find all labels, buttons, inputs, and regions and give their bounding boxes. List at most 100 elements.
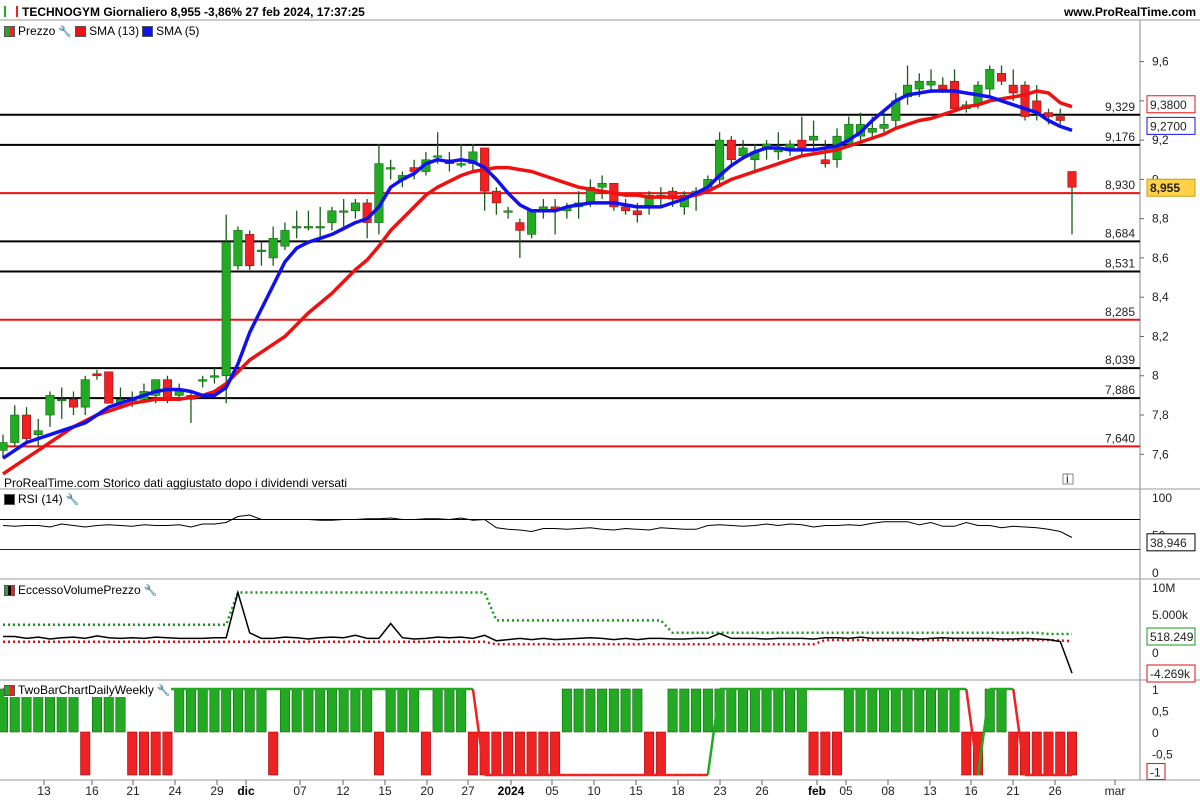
candle-down (491, 190, 501, 204)
twobar-bar-up (773, 688, 784, 733)
x-tick-label: 23 (713, 784, 727, 798)
x-tick-label: 05 (545, 784, 559, 798)
rsi-line (2, 514, 1073, 538)
twobar-bar-up (291, 688, 302, 733)
twobar-bar-down (503, 731, 514, 776)
candle-up (715, 139, 725, 180)
rsi-label[interactable]: RSI (14) (18, 492, 63, 506)
y-tick-label: 7,6 (1152, 447, 1169, 461)
x-tick-label: 13 (37, 784, 51, 798)
legend-sma13[interactable]: SMA (13) (89, 24, 140, 38)
twobar-bar-down (514, 731, 525, 776)
title-icon (4, 6, 18, 17)
last-price-label: 8,955 (1150, 181, 1180, 195)
twobar-bar-up (726, 688, 737, 733)
x-tick-label: 21 (126, 784, 140, 798)
x-tick-label: 16 (964, 784, 978, 798)
twobar-bar-down (150, 731, 161, 776)
twobar-bar-down (1067, 731, 1077, 776)
sma13-swatch-icon (75, 25, 87, 37)
volume-title: EccessoVolumePrezzo 🔧 (4, 583, 157, 597)
twobar-bar-up (197, 688, 208, 733)
volume-y-tick: 10M (1152, 581, 1175, 595)
volume-label[interactable]: EccessoVolumePrezzo (18, 583, 141, 597)
twobar-bar-up (185, 688, 196, 733)
twobar-bar-up (432, 688, 443, 733)
twobar-bar-up (667, 688, 678, 733)
twobar-bar-up (691, 688, 702, 733)
volume-wrench-icon[interactable]: 🔧 (143, 584, 158, 597)
candle-down (797, 139, 807, 149)
legend-sma5[interactable]: SMA (5) (156, 24, 200, 38)
candle-up (867, 128, 877, 133)
candle-down (621, 206, 631, 212)
twobar-bar-down (138, 731, 149, 776)
volume-upper-band (3, 591, 1072, 636)
candle-up (527, 210, 537, 235)
price-swatch-icon (4, 25, 15, 37)
legend-price[interactable]: Prezzo (18, 24, 56, 38)
candle-down (68, 399, 79, 408)
twobar-bar-up (209, 688, 220, 733)
candle-up (433, 155, 443, 158)
candle-up (926, 80, 936, 86)
candle-up (221, 241, 231, 377)
candle-up (198, 379, 208, 382)
twobar-bar-down (1008, 731, 1019, 776)
wrench-icon[interactable]: 🔧 (58, 25, 73, 38)
candle-up (292, 226, 302, 229)
x-tick-label: 12 (336, 784, 350, 798)
twobar-bar-up (738, 688, 749, 733)
twobar-bar-up (749, 688, 760, 733)
rsi-value-box (1146, 533, 1196, 552)
y-tick-label: 8,2 (1152, 329, 1169, 343)
volume-pos-label: 518.249 (1150, 630, 1194, 644)
x-tick-label: 29 (210, 784, 224, 798)
twobar-bar-up (855, 688, 866, 733)
twobar-bar-up (573, 688, 584, 733)
candle-down (21, 414, 32, 439)
last-price-label-box (1146, 178, 1196, 197)
candle-up (503, 210, 513, 213)
twobar-bar-up (350, 688, 361, 733)
twobar-y-tick: 0,5 (1152, 705, 1169, 719)
level-label: 7,886 (1105, 383, 1135, 397)
x-tick-label: 08 (881, 784, 895, 798)
candle-up (374, 163, 384, 223)
twobar-label[interactable]: TwoBarChartDailyWeekly (18, 683, 154, 697)
x-tick-label: 18 (671, 784, 685, 798)
volume-neg-label: -4.269k (1150, 667, 1191, 681)
candle-up (456, 163, 466, 166)
twobar-bar-up (397, 688, 408, 733)
twobar-bar-up (761, 688, 772, 733)
candle-up (33, 430, 43, 435)
price-note: ProRealTime.com Storico dati aggiustato … (4, 476, 348, 490)
rsi-title: RSI (14) 🔧 (4, 492, 79, 506)
twobar-bar-up (456, 688, 467, 733)
twobar-bar-up (362, 688, 373, 733)
twobar-y-tick: -0,5 (1152, 748, 1173, 762)
twobar-wrench-icon[interactable]: 🔧 (156, 684, 171, 697)
candle-up (151, 379, 161, 396)
twobar-bar-down (373, 731, 384, 776)
site-link[interactable]: www.ProRealTime.com (1063, 5, 1196, 19)
twobar-bar-down (467, 731, 478, 776)
twobar-bar-up (256, 688, 267, 733)
twobar-bar-down (162, 731, 173, 776)
sma13-value-label: 9,3800 (1150, 98, 1187, 112)
x-tick-label: 16 (85, 784, 99, 798)
level-label: 8,039 (1105, 353, 1135, 367)
volume-neg-box (1146, 664, 1196, 683)
rsi-wrench-icon[interactable]: 🔧 (65, 493, 80, 506)
twobar-bar-down (1043, 731, 1054, 776)
candle-up (903, 84, 913, 98)
candle-down (632, 210, 642, 216)
candle-up (327, 210, 337, 223)
legend: Prezzo 🔧 SMA (13) SMA (5) (4, 24, 199, 38)
twobar-bar-up (221, 688, 232, 733)
rsi-y-tick: 100 (1152, 491, 1172, 505)
twobar-bar-up (926, 688, 937, 733)
twobar-bar-up (315, 688, 326, 733)
twobar-bar-up (879, 688, 890, 733)
y-tick-label: 8,4 (1152, 290, 1169, 304)
